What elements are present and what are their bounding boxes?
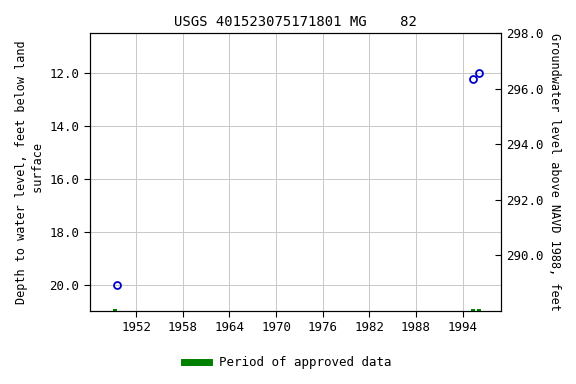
Y-axis label: Groundwater level above NAVD 1988, feet: Groundwater level above NAVD 1988, feet bbox=[548, 33, 561, 311]
Y-axis label: Depth to water level, feet below land
 surface: Depth to water level, feet below land su… bbox=[15, 40, 45, 304]
Bar bbox=[471, 308, 475, 313]
Title: USGS 401523075171801 MG    82: USGS 401523075171801 MG 82 bbox=[174, 15, 417, 29]
Bar bbox=[477, 308, 481, 313]
Bar bbox=[113, 308, 117, 313]
Legend: Period of approved data: Period of approved data bbox=[179, 351, 397, 374]
